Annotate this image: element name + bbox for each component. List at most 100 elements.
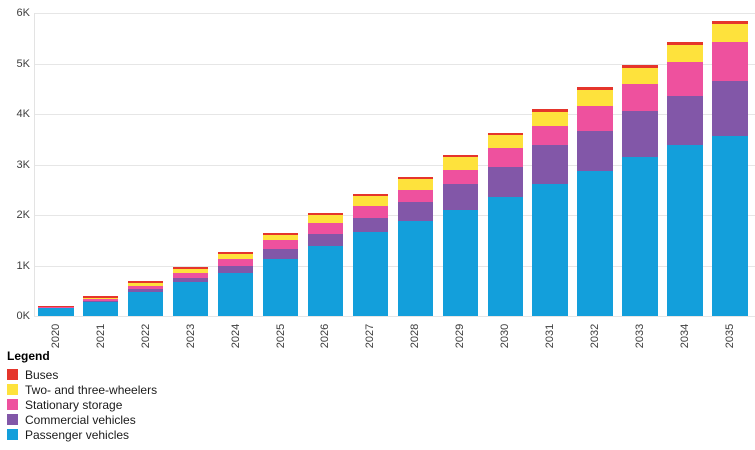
legend-title: Legend xyxy=(7,349,50,363)
bar-segment-passenger-vehicles-2023[interactable] xyxy=(172,281,209,316)
bar-segment-commercial-vehicles-2030[interactable] xyxy=(487,167,523,198)
x-tick-label-2024: 2024 xyxy=(229,323,242,349)
bar-segment-commercial-vehicles-2034[interactable] xyxy=(667,96,703,146)
bar-segment-two-and-three-wheelers-2024[interactable] xyxy=(217,253,254,259)
bar-segment-commercial-vehicles-2033[interactable] xyxy=(622,111,658,158)
bar-segment-commercial-vehicles-2021[interactable] xyxy=(82,300,119,302)
bar-segment-stationary-storage-2021[interactable] xyxy=(82,298,119,301)
bar-segment-stationary-storage-2026[interactable] xyxy=(307,223,344,235)
x-tick-label-2027: 2027 xyxy=(364,323,377,349)
bar-segment-passenger-vehicles-2026[interactable] xyxy=(307,246,344,316)
bar-segment-commercial-vehicles-2035[interactable] xyxy=(712,80,748,137)
bar-segment-buses-2028[interactable] xyxy=(397,176,434,180)
bar-segment-two-and-three-wheelers-2031[interactable] xyxy=(532,112,568,126)
bar-segment-passenger-vehicles-2030[interactable] xyxy=(487,197,523,316)
bar-segment-commercial-vehicles-2031[interactable] xyxy=(532,144,568,184)
bar-segment-passenger-vehicles-2029[interactable] xyxy=(442,209,479,316)
bar-segment-two-and-three-wheelers-2022[interactable] xyxy=(127,283,164,286)
bar-segment-two-and-three-wheelers-2025[interactable] xyxy=(262,234,299,240)
bar-segment-two-and-three-wheelers-2034[interactable] xyxy=(667,45,703,62)
gridline-6K xyxy=(33,13,755,14)
x-tick-label-2021: 2021 xyxy=(94,323,107,349)
bar-segment-buses-2027[interactable] xyxy=(352,193,389,196)
bar-segment-passenger-vehicles-2028[interactable] xyxy=(397,220,434,316)
bar-segment-buses-2032[interactable] xyxy=(577,86,613,91)
gridline-1K xyxy=(33,265,755,267)
bar-segment-commercial-vehicles-2029[interactable] xyxy=(442,183,479,210)
bar-segment-passenger-vehicles-2027[interactable] xyxy=(352,232,389,316)
x-tick-label-2030: 2030 xyxy=(499,323,512,349)
y-tick-label-1K: 1K xyxy=(16,259,30,272)
bar-segment-commercial-vehicles-2023[interactable] xyxy=(172,277,209,282)
bar-segment-buses-2025[interactable] xyxy=(262,232,299,235)
x-tick-label-2020: 2020 xyxy=(49,323,62,349)
bar-segment-passenger-vehicles-2035[interactable] xyxy=(712,136,748,316)
bar-segment-buses-2026[interactable] xyxy=(307,212,344,215)
bar-segment-commercial-vehicles-2026[interactable] xyxy=(307,234,344,247)
bar-segment-stationary-storage-2020[interactable] xyxy=(38,306,74,308)
bar-segment-two-and-three-wheelers-2028[interactable] xyxy=(397,179,434,190)
legend-swatch-icon xyxy=(7,399,18,410)
bar-segment-passenger-vehicles-2022[interactable] xyxy=(127,291,164,316)
x-tick-label-2035: 2035 xyxy=(724,323,736,349)
bar-segment-stationary-storage-2034[interactable] xyxy=(667,61,703,97)
bar-segment-buses-2031[interactable] xyxy=(532,109,568,113)
bar-segment-buses-2020[interactable] xyxy=(38,305,74,307)
bar-segment-stationary-storage-2028[interactable] xyxy=(397,189,434,203)
bar-segment-stationary-storage-2025[interactable] xyxy=(262,239,299,249)
bar-segment-passenger-vehicles-2020[interactable] xyxy=(38,307,74,316)
bar-segment-buses-2021[interactable] xyxy=(82,296,119,298)
bar-segment-two-and-three-wheelers-2023[interactable] xyxy=(172,268,209,273)
bar-segment-stationary-storage-2029[interactable] xyxy=(442,169,479,184)
bar-segment-stationary-storage-2027[interactable] xyxy=(352,205,389,219)
legend-item-label: Stationary storage xyxy=(25,397,123,412)
bar-segment-passenger-vehicles-2031[interactable] xyxy=(532,183,568,316)
bar-segment-two-and-three-wheelers-2033[interactable] xyxy=(622,67,658,85)
bar-segment-commercial-vehicles-2025[interactable] xyxy=(262,248,299,259)
bar-segment-stationary-storage-2022[interactable] xyxy=(127,285,164,290)
bar-segment-two-and-three-wheelers-2027[interactable] xyxy=(352,195,389,206)
bar-segment-stationary-storage-2030[interactable] xyxy=(487,147,523,168)
bar-segment-two-and-three-wheelers-2032[interactable] xyxy=(577,90,613,106)
legend-item-stationary-storage: Stationary storage xyxy=(7,397,157,412)
y-tick-label-3K: 3K xyxy=(16,158,30,171)
bar-segment-stationary-storage-2024[interactable] xyxy=(217,258,254,266)
bar-segment-two-and-three-wheelers-2030[interactable] xyxy=(487,135,523,148)
bar-segment-stationary-storage-2033[interactable] xyxy=(622,84,658,112)
bar-segment-buses-2023[interactable] xyxy=(172,267,209,269)
bar-segment-commercial-vehicles-2022[interactable] xyxy=(127,289,164,292)
bar-segment-passenger-vehicles-2025[interactable] xyxy=(262,258,299,316)
bar-segment-buses-2024[interactable] xyxy=(217,251,254,254)
bar-segment-commercial-vehicles-2032[interactable] xyxy=(577,131,613,172)
legend-item-passenger-vehicles: Passenger vehicles xyxy=(7,427,157,442)
bar-segment-two-and-three-wheelers-2026[interactable] xyxy=(307,214,344,224)
bar-segment-commercial-vehicles-2027[interactable] xyxy=(352,218,389,233)
bar-segment-passenger-vehicles-2033[interactable] xyxy=(622,157,658,316)
bar-segment-two-and-three-wheelers-2021[interactable] xyxy=(82,297,119,299)
bar-segment-two-and-three-wheelers-2029[interactable] xyxy=(442,157,479,170)
bar-segment-passenger-vehicles-2021[interactable] xyxy=(82,301,119,316)
bar-segment-passenger-vehicles-2024[interactable] xyxy=(217,272,254,316)
bar-segment-buses-2035[interactable] xyxy=(712,20,748,24)
bar-segment-passenger-vehicles-2032[interactable] xyxy=(577,171,613,316)
bar-segment-stationary-storage-2031[interactable] xyxy=(532,125,568,145)
bar-segment-buses-2029[interactable] xyxy=(442,154,479,158)
bar-segment-two-and-three-wheelers-2035[interactable] xyxy=(712,23,748,42)
bar-segment-buses-2034[interactable] xyxy=(667,41,703,46)
bar-segment-passenger-vehicles-2034[interactable] xyxy=(667,145,703,316)
bar-segment-commercial-vehicles-2020[interactable] xyxy=(38,307,74,308)
bar-segment-stationary-storage-2035[interactable] xyxy=(712,41,748,81)
y-tick-label-2K: 2K xyxy=(16,209,30,221)
bar-segment-stationary-storage-2032[interactable] xyxy=(577,105,613,132)
bar-segment-stationary-storage-2023[interactable] xyxy=(172,272,209,278)
legend-swatch-icon xyxy=(7,384,18,395)
bar-segment-buses-2030[interactable] xyxy=(487,133,523,136)
x-tick-label-2025: 2025 xyxy=(274,323,287,349)
bar-segment-buses-2022[interactable] xyxy=(127,281,164,284)
bar-segment-buses-2033[interactable] xyxy=(622,64,658,68)
x-tick-label-2026: 2026 xyxy=(319,323,332,349)
legend-items: Buses Two- and three-wheelers Stationary s… xyxy=(7,367,157,442)
bar-segment-commercial-vehicles-2028[interactable] xyxy=(397,202,434,221)
bar-segment-commercial-vehicles-2024[interactable] xyxy=(217,265,254,273)
